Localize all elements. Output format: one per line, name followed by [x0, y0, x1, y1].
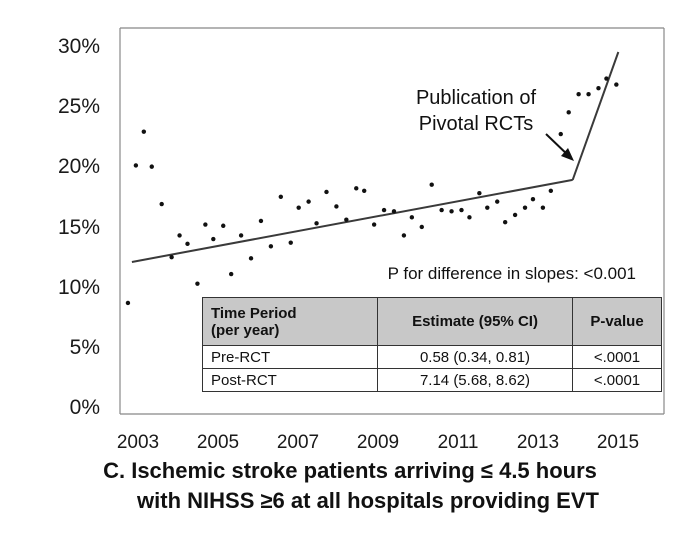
data-point: [354, 186, 359, 191]
header-estimate: Estimate (95% CI): [377, 297, 573, 346]
y-tick-label: 25%: [58, 95, 100, 118]
data-point: [391, 209, 397, 214]
annotation-arrow-head: [561, 148, 574, 161]
figure-caption-line2: with NIHSS ≥6 at all hospitals providing…: [137, 488, 599, 513]
data-point: [409, 215, 415, 220]
x-ticks: 2003 2005 2007 2009 2011 2013 2015: [117, 432, 639, 453]
data-point: [314, 221, 319, 226]
x-tick-label: 2003: [117, 432, 159, 453]
data-point: [614, 82, 619, 87]
table-row: Post-RCT 7.14 (5.68, 8.62) <.0001: [202, 368, 662, 392]
x-tick-label: 2009: [357, 432, 399, 453]
y-tick-label: 30%: [58, 35, 100, 58]
y-tick-label: 15%: [58, 216, 100, 239]
header-time-period-line1: Time Period: [211, 304, 297, 322]
y-ticks: 30% 25% 20% 15% 10% 5% 0%: [58, 35, 100, 419]
p-difference-note: P for difference in slopes: <0.001: [388, 264, 636, 283]
data-point: [344, 217, 349, 222]
data-point: [548, 188, 554, 193]
row-period: Post-RCT: [202, 368, 378, 392]
data-point: [439, 207, 444, 213]
row-period: Pre-RCT: [202, 345, 378, 369]
data-point: [228, 271, 234, 277]
pivotal-annotation-line2: Pivotal RCTs: [419, 113, 533, 135]
data-point: [371, 222, 377, 227]
header-pvalue: P-value: [572, 297, 662, 346]
trend-line-post: [571, 51, 620, 181]
y-tick-label: 10%: [58, 276, 100, 299]
data-point: [477, 190, 482, 196]
data-point: [566, 110, 571, 115]
plot-frame: [119, 27, 665, 415]
data-point: [362, 188, 367, 193]
data-point: [449, 209, 454, 214]
data-point: [141, 129, 147, 134]
data-point: [502, 219, 508, 225]
y-tick-label: 20%: [58, 155, 100, 178]
trend-lines: [131, 51, 620, 263]
x-tick-label: 2007: [277, 432, 319, 453]
data-point: [596, 86, 601, 91]
y-tick-label: 5%: [70, 336, 100, 359]
data-point: [278, 194, 284, 199]
data-point: [169, 254, 174, 260]
x-tick-label: 2005: [197, 432, 239, 453]
data-point: [238, 233, 244, 238]
data-point: [522, 205, 528, 210]
data-point: [185, 241, 190, 247]
y-tick-label: 0%: [70, 396, 100, 419]
data-point: [324, 189, 329, 195]
data-point: [419, 224, 424, 230]
data-point: [296, 205, 301, 210]
data-point: [530, 197, 536, 202]
data-point: [334, 204, 339, 209]
data-points: [125, 76, 619, 306]
figure-caption-line1: C. Ischemic stroke patients arriving ≤ 4…: [103, 458, 597, 483]
data-point: [459, 207, 464, 213]
data-point: [558, 131, 563, 137]
row-pvalue: <.0001: [572, 368, 662, 392]
data-point: [177, 233, 182, 238]
data-point: [268, 244, 274, 249]
table-row: Pre-RCT 0.58 (0.34, 0.81) <.0001: [202, 345, 662, 369]
x-tick-label: 2011: [438, 432, 479, 453]
data-point: [381, 207, 387, 213]
data-point: [576, 92, 581, 97]
data-point: [133, 163, 139, 168]
data-point: [258, 218, 264, 224]
data-point: [195, 281, 200, 286]
pivotal-annotation-line1: Publication of: [416, 87, 537, 109]
stats-table: Time Period (per year) Estimate (95% CI)…: [202, 297, 662, 392]
data-point: [540, 205, 546, 210]
data-point: [149, 164, 154, 169]
data-point: [306, 199, 311, 204]
data-point: [495, 199, 500, 204]
data-point: [586, 92, 591, 97]
annotations: Publication of Pivotal RCTs P for differ…: [388, 87, 636, 283]
x-tick-label: 2015: [597, 432, 639, 453]
data-point: [159, 201, 164, 207]
data-point: [221, 223, 226, 228]
data-point: [248, 256, 254, 261]
x-tick-label: 2013: [517, 432, 559, 453]
header-time-period-line2: (per year): [211, 321, 280, 339]
data-point: [467, 215, 472, 220]
trend-line-pre: [131, 178, 573, 263]
data-point: [125, 300, 131, 306]
header-time-period: Time Period (per year): [202, 297, 378, 346]
row-estimate: 0.58 (0.34, 0.81): [377, 345, 573, 369]
data-point: [604, 76, 609, 81]
stats-table-header-row: Time Period (per year) Estimate (95% CI)…: [202, 297, 662, 346]
row-estimate: 7.14 (5.68, 8.62): [377, 368, 573, 392]
data-point: [485, 205, 490, 210]
data-point: [429, 182, 434, 187]
data-point: [203, 222, 208, 227]
data-point: [512, 212, 518, 218]
row-pvalue: <.0001: [572, 345, 662, 369]
data-point: [211, 236, 216, 242]
data-point: [288, 240, 293, 245]
data-point: [401, 233, 407, 238]
